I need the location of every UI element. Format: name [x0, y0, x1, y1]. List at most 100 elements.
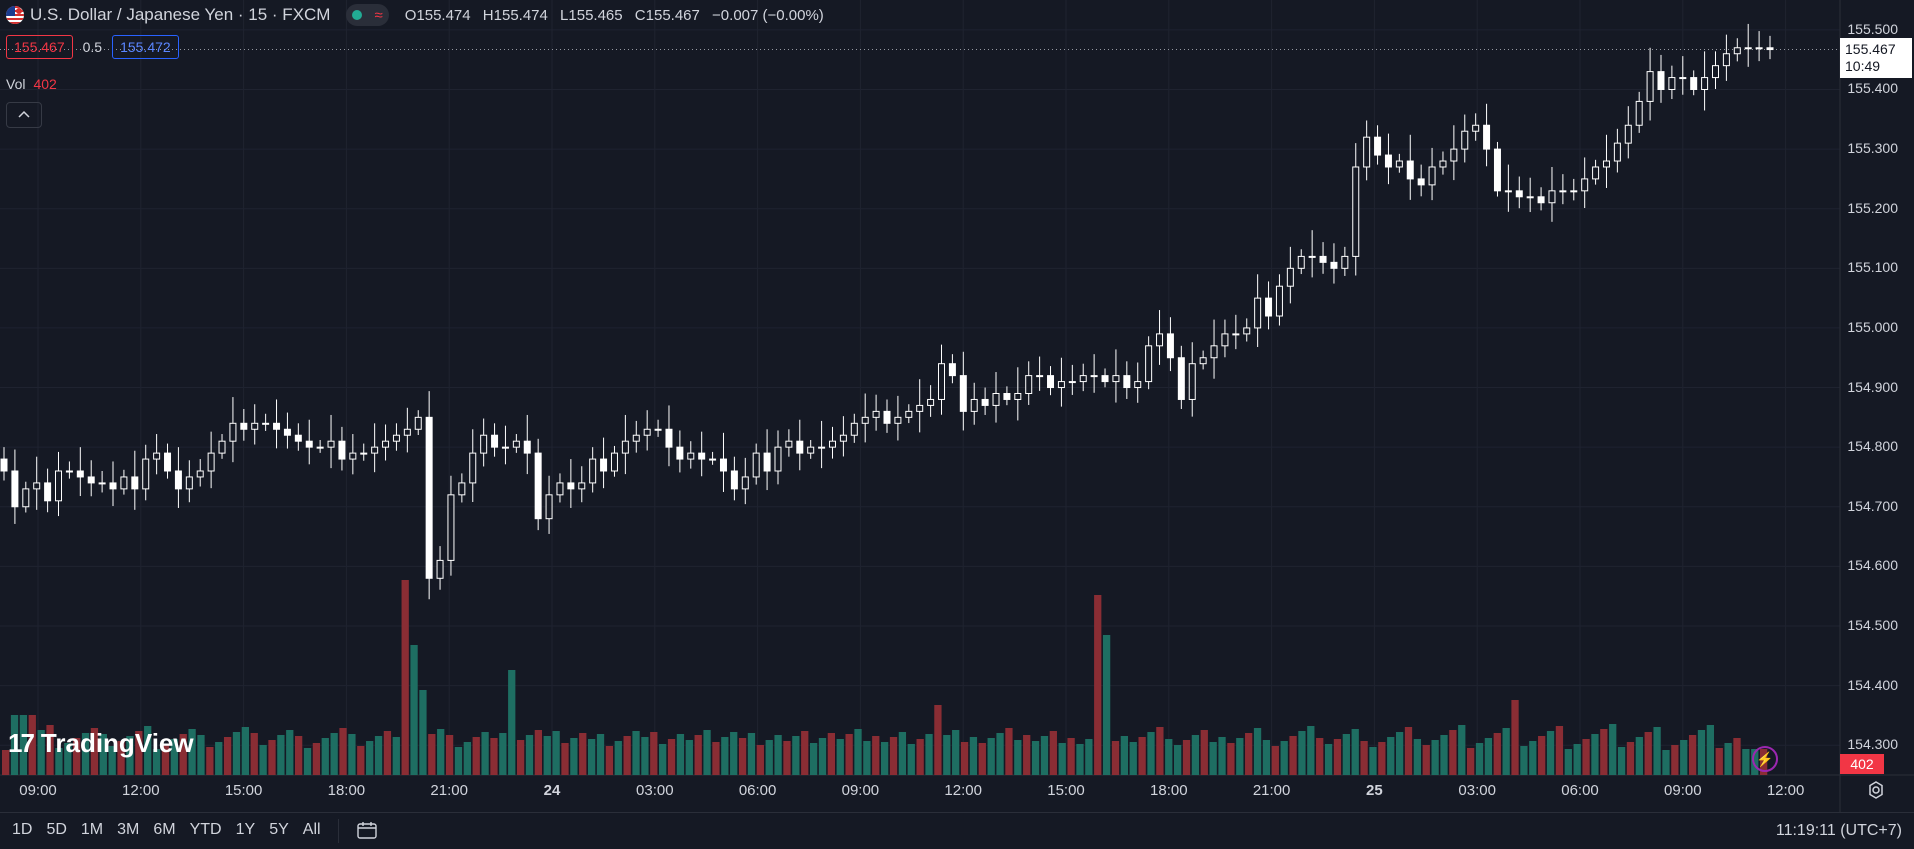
volume-bar	[694, 735, 702, 775]
volume-bar	[1271, 746, 1279, 775]
volume-bar	[1458, 725, 1466, 775]
buy-button[interactable]: 155.472	[112, 35, 179, 59]
time-axis-label: 18:00	[1150, 782, 1188, 799]
candle-body	[992, 393, 1000, 406]
range-button-1d[interactable]: 1D	[12, 821, 33, 838]
volume-bar	[543, 736, 551, 775]
candle-body	[785, 440, 793, 448]
candle-body	[1101, 375, 1109, 383]
candle-body	[1374, 136, 1382, 156]
volume-bar	[179, 734, 187, 775]
candle-body	[632, 434, 640, 442]
data-delay-icon: ≈	[374, 6, 383, 24]
volume-bar	[1742, 749, 1750, 775]
settings-gear-icon[interactable]	[1866, 780, 1886, 800]
volume-bar	[499, 733, 507, 775]
candle-body	[1581, 178, 1589, 192]
candle-body	[1384, 154, 1392, 168]
ohlc-high-key: H	[482, 6, 494, 24]
volume-bar	[978, 743, 986, 775]
time-axis-label: 12:00	[122, 782, 160, 799]
candle-body	[338, 440, 346, 460]
candle-body	[1014, 393, 1022, 400]
volume-bar	[1591, 734, 1599, 775]
volume-bar	[907, 744, 915, 775]
candle-body	[752, 452, 760, 478]
ohlc-low-key: L	[560, 6, 569, 24]
candle-body	[1210, 345, 1218, 359]
calendar-goto-icon[interactable]	[356, 820, 378, 840]
volume-bar	[64, 743, 72, 775]
candle-body	[589, 458, 597, 484]
volume-bar	[1165, 739, 1173, 775]
volume-value: 402	[33, 76, 57, 92]
range-button-ytd[interactable]: YTD	[189, 821, 222, 838]
price-axis-label: 155.000	[1847, 318, 1898, 335]
candle-body	[1559, 190, 1567, 193]
candle-body	[545, 494, 553, 520]
volume-bar	[996, 733, 1004, 775]
lightning-icon[interactable]: ⚡	[1752, 746, 1778, 772]
collapse-legend-button[interactable]	[6, 102, 42, 128]
volume-bar	[1467, 748, 1475, 775]
candle-body	[1068, 381, 1076, 384]
range-button-6m[interactable]: 6M	[153, 821, 176, 838]
range-button-1y[interactable]: 1Y	[235, 821, 256, 838]
time-axis-label: 03:00	[636, 782, 674, 799]
volume-bar	[872, 736, 880, 775]
sell-button[interactable]: 155.467	[6, 35, 73, 59]
volume-bar	[1733, 738, 1741, 775]
current-price: 155.467	[1845, 41, 1896, 57]
volume-bar	[90, 728, 99, 775]
volume-bar	[366, 741, 374, 775]
candle-body	[1297, 255, 1305, 269]
candle-body	[273, 422, 281, 430]
price-chart[interactable]	[0, 0, 1914, 812]
volume-bar	[809, 743, 818, 775]
candle-body	[1232, 333, 1240, 336]
volume-bar	[428, 734, 436, 775]
volume-bar	[1120, 736, 1129, 775]
candle-body	[98, 482, 106, 485]
volume-bar	[401, 580, 409, 775]
volume-bar	[579, 733, 587, 775]
candle-body	[665, 428, 673, 448]
range-button-1m[interactable]: 1M	[80, 821, 104, 838]
symbol-title[interactable]: U.S. Dollar / Japanese Yen · 15 · FXCM	[30, 5, 331, 24]
range-button-3m[interactable]: 3M	[117, 821, 140, 838]
range-button-5d[interactable]: 5D	[46, 821, 67, 838]
volume-bar	[437, 729, 445, 775]
candle-body	[1308, 255, 1316, 258]
volume-bar	[854, 729, 862, 775]
candle-body	[76, 470, 84, 478]
candle-body	[142, 458, 150, 490]
candle-body	[294, 434, 302, 442]
candle-body	[600, 458, 608, 472]
candle-body	[1090, 375, 1098, 378]
candle-body	[1493, 148, 1501, 192]
candle-body	[1363, 136, 1371, 168]
candle-body	[1766, 47, 1774, 51]
ohlc-change-value: −0.007 (−0.00%)	[712, 6, 824, 24]
candle-body	[1744, 47, 1752, 50]
volume-bar	[277, 735, 285, 775]
range-button-all[interactable]: All	[302, 821, 321, 838]
volume-bar	[1671, 745, 1679, 775]
volume-bar	[1564, 749, 1572, 775]
volume-bar	[330, 733, 338, 775]
candle-body	[1057, 381, 1065, 389]
candle-body	[1690, 77, 1698, 90]
candle-body	[1199, 357, 1207, 365]
market-status[interactable]: ≈	[346, 4, 389, 26]
volume-bar	[836, 739, 844, 775]
time-axis[interactable]: 09:00 12:00 15:00 18:00 21:00 24 03:00 06:00 09:…	[0, 776, 1840, 806]
volume-bar	[1609, 724, 1617, 775]
current-price-label: 155.467 10:49	[1840, 38, 1912, 78]
candle-body	[360, 452, 368, 455]
candle-body	[1439, 160, 1447, 168]
candle-body	[523, 440, 531, 454]
candle-body	[262, 422, 270, 425]
candle-body	[774, 446, 782, 472]
range-button-5y[interactable]: 5Y	[269, 821, 289, 838]
utc-clock[interactable]: 11:19:11 (UTC+7)	[1775, 822, 1902, 839]
